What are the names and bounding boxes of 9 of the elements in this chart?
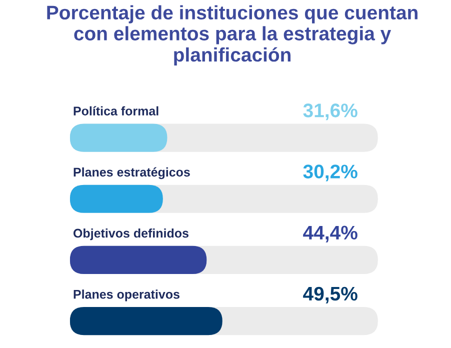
y-tick-label: Objetivos definidos: [74, 228, 188, 240]
y-tick-label: Planes estratégicos: [74, 167, 190, 180]
data-label: 31,6%: [303, 104, 358, 120]
data-label: 49,5%: [303, 286, 358, 304]
y-tick-label: Planes operativos: [74, 290, 180, 302]
data-label: 30,2%: [303, 164, 358, 182]
data-label: 44,4%: [303, 226, 358, 242]
chart-title: Porcentaje de instituciones que cuentan con elementos para la estrategia y planificación: [47, 5, 418, 66]
y-tick-label: Política formal: [74, 106, 158, 116]
